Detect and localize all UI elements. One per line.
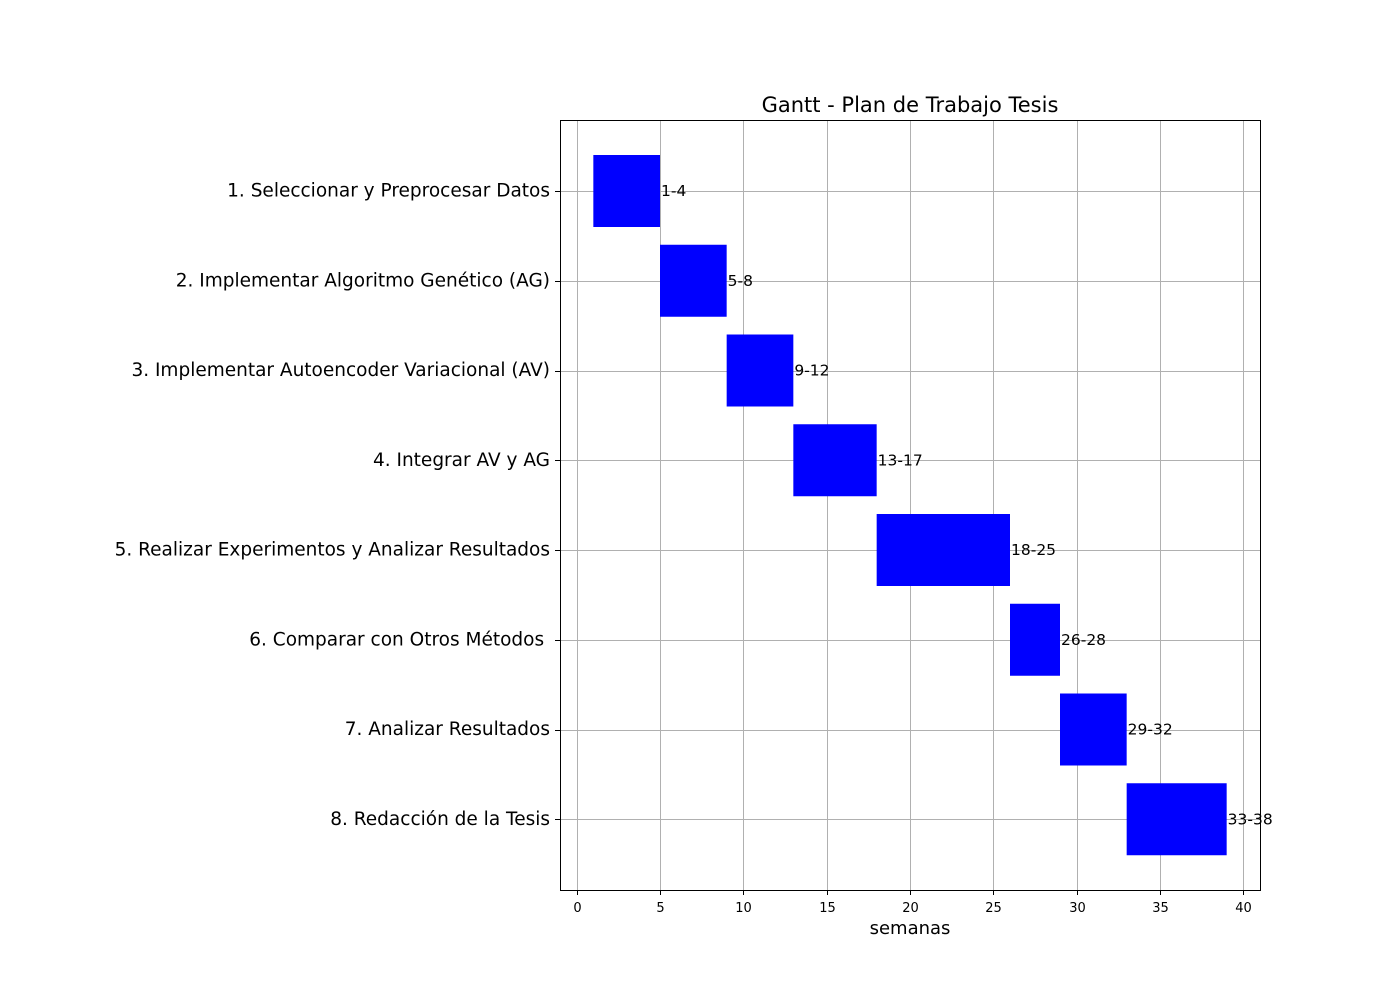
x-tick-label: 30 xyxy=(1069,901,1086,916)
y-tick-label: 1. Seleccionar y Preprocesar Datos xyxy=(227,181,550,202)
y-axis-ticks: 1. Seleccionar y Preprocesar Datos 2. Imp… xyxy=(115,181,560,830)
task-bar xyxy=(1060,693,1127,766)
x-axis-label: semanas xyxy=(870,918,951,939)
chart-title: Gantt - Plan de Trabajo Tesis xyxy=(762,93,1059,117)
task-bar xyxy=(793,424,877,497)
task-bar xyxy=(660,244,727,317)
bar-label: 1-4 xyxy=(661,182,686,200)
x-tick-label: 20 xyxy=(902,901,919,916)
x-axis-ticks: 0 5 10 15 20 25 30 35 40 xyxy=(573,890,1252,916)
x-tick-label: 10 xyxy=(735,901,752,916)
x-tick-label: 40 xyxy=(1235,901,1252,916)
x-tick-label: 35 xyxy=(1152,901,1169,916)
y-tick-label: 3. Implementar Autoencoder Variacional (… xyxy=(131,360,550,381)
bar-label: 5-8 xyxy=(728,272,753,290)
x-tick-label: 0 xyxy=(573,901,581,916)
x-tick-label: 25 xyxy=(985,901,1002,916)
bar-label: 29-32 xyxy=(1128,721,1173,739)
y-tick-label: 5. Realizar Experimentos y Analizar Resu… xyxy=(115,540,550,561)
bar-label: 33-38 xyxy=(1228,810,1273,828)
task-bar xyxy=(726,334,794,407)
x-tick-label: 15 xyxy=(819,901,836,916)
x-tick-label: 5 xyxy=(656,901,664,916)
bar-label: 18-25 xyxy=(1011,541,1056,559)
bar-label: 9-12 xyxy=(794,362,829,380)
task-bar xyxy=(1126,783,1227,856)
y-tick-label: 8. Redacción de la Tesis xyxy=(330,809,550,830)
grid-lines xyxy=(560,120,1260,890)
task-bar xyxy=(876,514,1010,586)
task-bar xyxy=(1010,603,1060,676)
task-bars xyxy=(593,155,1227,856)
y-tick-label: 2. Implementar Algoritmo Genético (AG) xyxy=(176,270,550,291)
bar-labels: 1-4 5-8 9-12 13-17 18-25 26-28 29-32 33-38 xyxy=(661,182,1273,828)
y-tick-label: 4. Integrar AV y AG xyxy=(373,450,550,471)
y-tick-label: 6. Comparar con Otros Métodos xyxy=(249,629,550,650)
bar-label: 13-17 xyxy=(878,451,923,469)
task-bar xyxy=(593,155,660,227)
y-tick-label: 7. Analizar Resultados xyxy=(345,719,550,740)
bar-label: 26-28 xyxy=(1061,631,1106,649)
